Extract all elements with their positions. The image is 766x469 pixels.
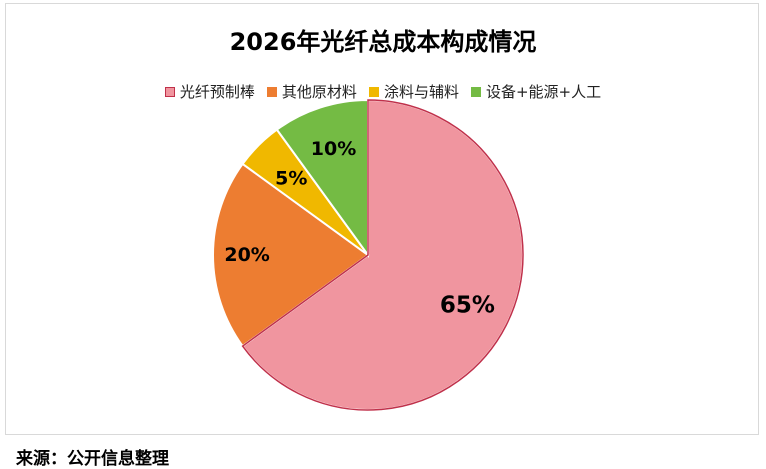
legend-swatch-coating (368, 86, 379, 97)
legend-label-coating: 涂料与辅料 (383, 83, 459, 101)
data-label-preform: 65% (440, 293, 495, 319)
legend-item-other-materials: 其他原材料 (266, 81, 357, 102)
chart-area: 2026年光纤总成本构成情况 光纤预制棒 其他原材料 涂料与辅料 设备+能源+人… (5, 3, 759, 435)
legend-label-equipment: 设备+能源+人工 (485, 83, 602, 101)
legend-swatch-equipment (470, 86, 481, 97)
data-label-equipment: 10% (311, 138, 356, 160)
legend-swatch-other-materials (266, 86, 277, 97)
source-note: 来源：公开信息整理 (16, 449, 169, 469)
data-label-other-materials: 20% (224, 244, 269, 266)
pie-slice-equipment (275, 98, 369, 259)
legend-item-preform: 光纤预制棒 (164, 81, 255, 102)
chart-title: 2026年光纤总成本构成情况 (229, 28, 537, 56)
pie-slice-preform-outline (241, 99, 524, 411)
legend-label-other-materials: 其他原材料 (281, 83, 357, 101)
data-label-coating: 5% (275, 167, 307, 189)
legend-label-preform: 光纤预制棒 (179, 83, 255, 101)
legend-item-coating: 涂料与辅料 (368, 81, 459, 102)
pie-chart: 65% 20% 5%10% (212, 98, 524, 411)
legend-item-equipment: 设备+能源+人工 (470, 81, 602, 102)
chart-legend: 光纤预制棒 其他原材料 涂料与辅料 设备+能源+人工 (6, 81, 760, 102)
pie-slice-other-materials (212, 162, 370, 348)
legend-swatch-preform (164, 86, 175, 97)
